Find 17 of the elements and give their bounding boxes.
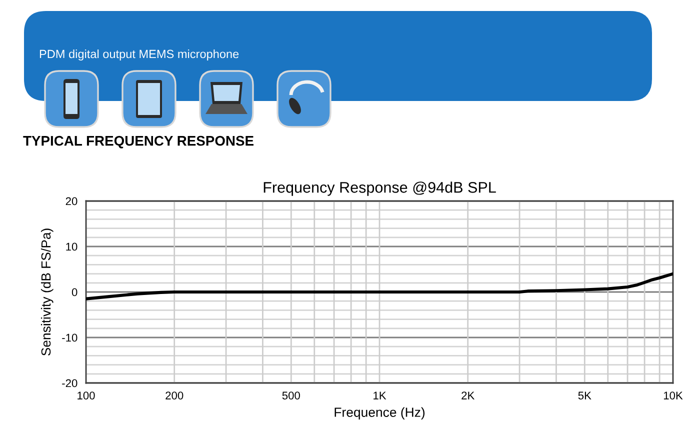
y-tick-label: 0 [72, 288, 78, 296]
x-tick-label: 5K [578, 392, 592, 400]
x-tick-label: 500 [282, 392, 300, 400]
chart-title: Frequency Response @94dB SPL [264, 182, 496, 196]
y-tick-label: 10 [66, 242, 78, 251]
x-tick-label: 1K [374, 392, 386, 400]
x-tick-label: 10K [664, 392, 683, 400]
y-tick-label: -10 [62, 334, 78, 342]
text: TYPICAL FREQUENCY RESPONSE [23, 136, 254, 148]
x-tick-label: 100 [78, 392, 95, 400]
y-tick-label: -20 [62, 379, 78, 388]
text: PDM digital output MEMS microphone [40, 50, 239, 60]
x-tick-label: 2K [462, 392, 475, 400]
x-axis-title: Frequence (Hz) [334, 407, 425, 420]
x-tick-label: 200 [166, 392, 184, 400]
y-tick-label: 20 [66, 197, 78, 206]
y-axis-title: Sensitivity (dB FS/Pa) [40, 228, 54, 356]
